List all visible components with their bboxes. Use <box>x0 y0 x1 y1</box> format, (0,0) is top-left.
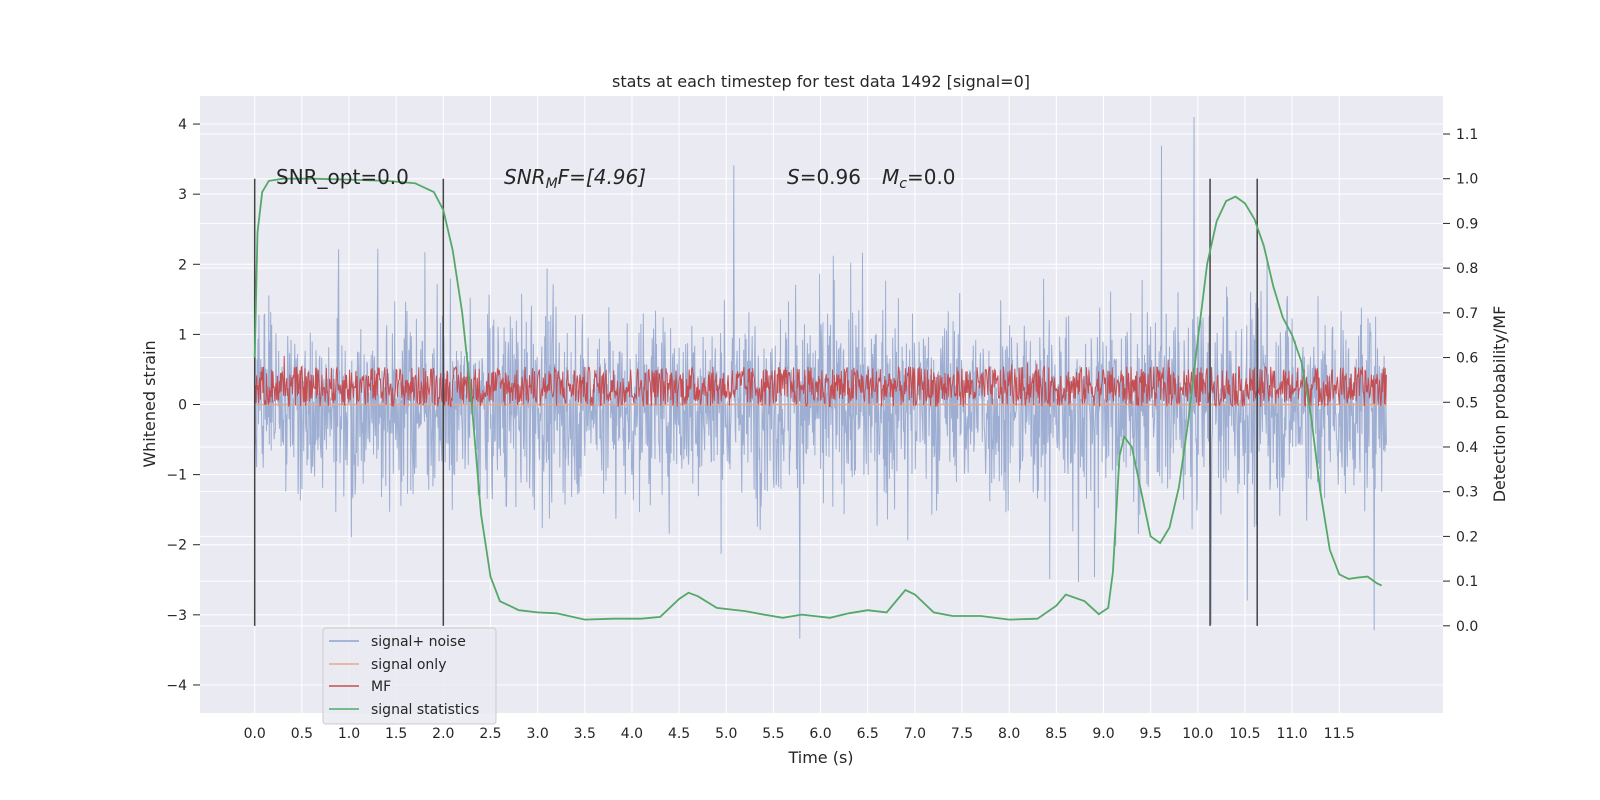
x-tick-label: 7.5 <box>951 726 973 742</box>
y-axis-left: 4 3 2 1 0 −1 −2 −3 −4 <box>166 117 200 694</box>
annotation-snr-mf-rest: F=[4.96] <box>558 165 646 189</box>
y2-tick-label: 0.7 <box>1456 306 1478 322</box>
x-tick-label: 1.5 <box>385 726 407 742</box>
x-tick-label: 0.0 <box>244 726 266 742</box>
y2-tick-label: 0.6 <box>1456 351 1478 367</box>
y2-tick-label: 0.8 <box>1456 261 1478 277</box>
legend-label-signal-statistics: signal statistics <box>371 702 479 718</box>
y-axis-title: Whitened strain <box>140 340 159 467</box>
y2-axis-title: Detection probability/MF <box>1490 306 1509 503</box>
x-tick-label: 5.0 <box>715 726 737 742</box>
x-tick-label: 8.5 <box>1045 726 1067 742</box>
x-tick-label: 3.5 <box>574 726 596 742</box>
vertical-markers <box>253 178 1258 626</box>
y2-tick-label: 0.0 <box>1456 619 1478 635</box>
x-tick-label: 4.5 <box>668 726 690 742</box>
y-tick-label: 4 <box>178 117 187 133</box>
y-tick-label: −2 <box>166 538 187 554</box>
x-tick-label: 10.0 <box>1182 726 1213 742</box>
y2-tick-label: 0.1 <box>1456 574 1478 590</box>
y2-tick-label: 0.4 <box>1456 440 1478 456</box>
annotation-snr-mf: SNRMF=[4.96] <box>504 165 646 192</box>
x-tick-label: 9.5 <box>1140 726 1162 742</box>
legend-label-mf: MF <box>371 679 391 695</box>
annotation-s: S=0.96 <box>787 165 861 189</box>
x-tick-label: 5.5 <box>762 726 784 742</box>
x-tick-label: 11.5 <box>1324 726 1355 742</box>
legend-box <box>322 627 497 725</box>
x-tick-label: 4.0 <box>621 726 643 742</box>
y-tick-label: 0 <box>178 398 187 414</box>
x-tick-label: 2.5 <box>479 726 501 742</box>
x-tick-label: 1.0 <box>338 726 360 742</box>
annotation-snr-mf-sub: M <box>546 176 558 192</box>
y-tick-label: 1 <box>178 327 187 343</box>
x-tick-label: 10.5 <box>1229 726 1260 742</box>
annotation-mc: Mc=0.0 <box>882 165 956 192</box>
x-axis: 0.0 0.5 1.0 1.5 2.0 2.5 3.0 3.5 4.0 4.5 5.0 5.5 6.0 6… <box>244 726 1355 742</box>
y2-tick-label: 1.1 <box>1456 127 1478 143</box>
y2-tick-label: 1.0 <box>1456 172 1478 188</box>
x-axis-title: Time (s) <box>787 748 853 767</box>
x-tick-label: 11.0 <box>1277 726 1308 742</box>
y2-tick-label: 0.2 <box>1456 529 1478 545</box>
x-tick-label: 9.0 <box>1092 726 1114 742</box>
y-axis-right: 1.1 1.0 0.9 0.8 0.7 0.6 0.5 0.4 0.3 0.2 0.1 0.0 <box>1443 127 1478 635</box>
y-tick-label: −3 <box>166 608 187 624</box>
x-tick-label: 0.5 <box>291 726 313 742</box>
chart-title: stats at each timestep for test data 149… <box>612 72 1030 91</box>
annotation-s-rest: =0.96 <box>800 165 861 189</box>
annotation-snr-opt: SNR_opt=0.0 <box>276 165 409 189</box>
x-tick-label: 2.0 <box>432 726 454 742</box>
x-tick-label: 7.0 <box>904 726 926 742</box>
y-tick-label: 2 <box>178 257 187 273</box>
legend-label-signal-noise: signal+ noise <box>371 634 466 650</box>
y-tick-label: −1 <box>166 468 187 484</box>
legend: signal+ noise signal only MF signal stat… <box>322 627 497 725</box>
x-tick-label: 6.0 <box>809 726 831 742</box>
y-tick-label: −4 <box>166 678 187 694</box>
annotation-s-main: S <box>787 165 800 189</box>
y-tick-label: 3 <box>178 187 187 203</box>
series-line-signal-statistics <box>253 177 1383 621</box>
annotation-mc-rest: =0.0 <box>907 165 956 189</box>
y2-tick-label: 0.5 <box>1456 395 1478 411</box>
x-tick-label: 8.0 <box>998 726 1020 742</box>
annotation-mc-sub: c <box>899 176 907 192</box>
annotation-snr-mf-main: SNR <box>504 165 546 189</box>
annotation-mc-main: M <box>882 165 899 189</box>
y2-tick-label: 0.9 <box>1456 216 1478 232</box>
y2-tick-label: 0.3 <box>1456 485 1478 501</box>
x-tick-label: 6.5 <box>857 726 879 742</box>
legend-label-signal-only: signal only <box>371 657 446 673</box>
x-tick-label: 3.0 <box>526 726 548 742</box>
